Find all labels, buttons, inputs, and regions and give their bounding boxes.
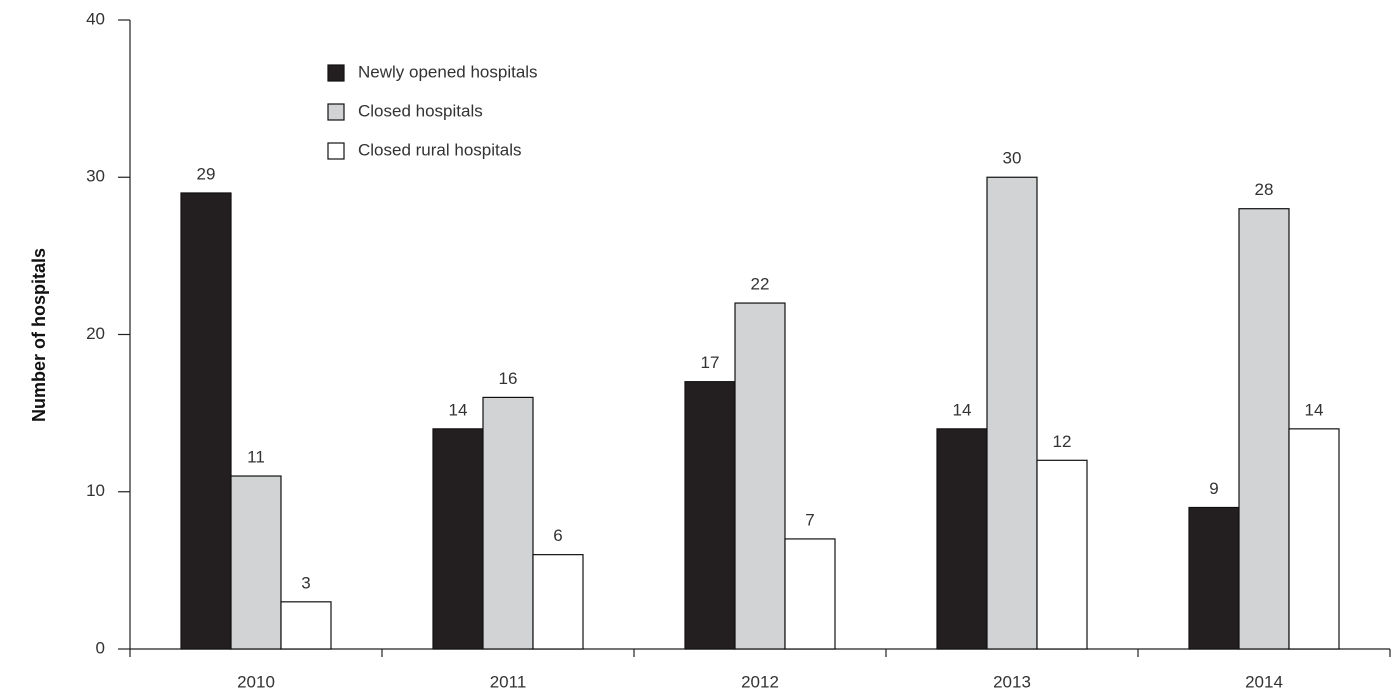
bar (482, 396, 534, 650)
value-label: 29 (197, 164, 216, 183)
y-tick-label: 0 (96, 638, 105, 657)
value-label: 9 (1209, 479, 1218, 498)
x-tick-label: 2013 (993, 672, 1031, 691)
bar (432, 428, 484, 650)
bar (684, 381, 736, 650)
value-label: 28 (1255, 180, 1274, 199)
legend-label: Closed rural hospitals (358, 140, 521, 159)
bar (532, 554, 584, 650)
value-label: 14 (449, 400, 468, 419)
value-label: 17 (701, 353, 720, 372)
value-label: 12 (1053, 432, 1072, 451)
bar (1288, 428, 1340, 650)
value-label: 14 (953, 400, 972, 419)
x-tick-label: 2012 (741, 672, 779, 691)
y-tick-label: 40 (86, 9, 105, 28)
y-tick-label: 10 (86, 481, 105, 500)
bar (784, 538, 836, 650)
y-axis-label: Number of hospitals (29, 248, 49, 422)
y-tick-label: 30 (86, 167, 105, 186)
value-label: 11 (247, 448, 265, 467)
bar (1188, 506, 1240, 650)
value-label: 6 (553, 526, 562, 545)
bar (1238, 208, 1290, 650)
value-label: 14 (1305, 400, 1324, 419)
legend-label: Closed hospitals (358, 101, 483, 120)
legend-label: Newly opened hospitals (358, 62, 538, 81)
x-tick-label: 2010 (237, 672, 275, 691)
x-tick-label: 2014 (1245, 672, 1283, 691)
legend-swatch (327, 64, 345, 82)
bar (280, 601, 332, 650)
bar (936, 428, 988, 650)
bar (230, 475, 282, 650)
bar (734, 302, 786, 650)
bar (1036, 459, 1088, 650)
value-label: 16 (499, 369, 518, 388)
value-label: 30 (1003, 149, 1022, 168)
x-tick-label: 2011 (490, 672, 527, 691)
value-label: 22 (751, 275, 770, 294)
value-label: 7 (805, 510, 814, 529)
y-tick-label: 20 (86, 324, 105, 343)
bar (986, 176, 1038, 650)
bar (180, 192, 232, 650)
value-label: 3 (301, 573, 310, 592)
legend-swatch (327, 142, 345, 160)
legend-swatch (327, 103, 345, 121)
